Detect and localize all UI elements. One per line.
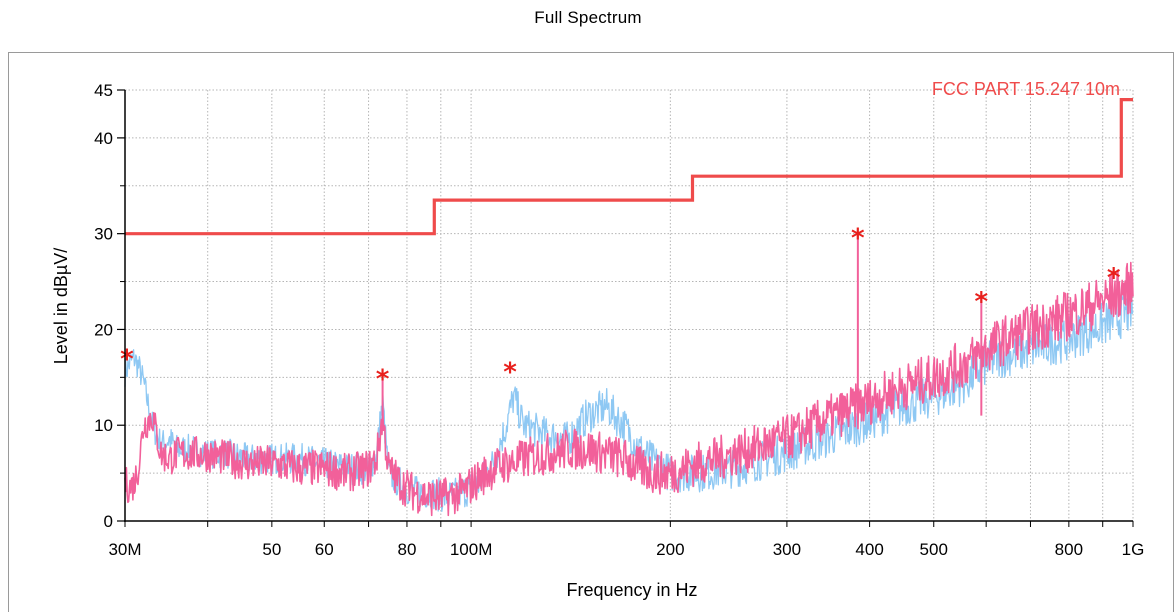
x-tick-label: 60 bbox=[315, 540, 334, 559]
limit-line-layer bbox=[125, 98, 1133, 236]
x-tick-label: 80 bbox=[397, 540, 416, 559]
x-tick-label: 500 bbox=[920, 540, 948, 559]
peak-marker: * bbox=[975, 287, 989, 317]
x-tick-label: 400 bbox=[855, 540, 883, 559]
peak-markers: * * * * * * bbox=[120, 224, 1121, 395]
x-tick-label: 30M bbox=[108, 540, 141, 559]
axes: 0 10 20 30 40 45 30M 50 60 80 100M 200 300 400 500 800 1… bbox=[94, 81, 1144, 559]
peak-marker: * bbox=[376, 364, 390, 394]
limit-line bbox=[125, 98, 1133, 236]
y-tick-label: 10 bbox=[94, 416, 113, 435]
y-tick-label: 0 bbox=[104, 512, 113, 531]
x-tick-label: 300 bbox=[773, 540, 801, 559]
peak-marker: * bbox=[1107, 263, 1121, 293]
x-axis-title: Frequency in Hz bbox=[566, 580, 697, 600]
y-tick-label: 45 bbox=[94, 81, 113, 100]
x-tick-label: 200 bbox=[656, 540, 684, 559]
trace-1 bbox=[124, 288, 1134, 513]
y-tick-label: 40 bbox=[94, 129, 113, 148]
legend-limit-label: FCC PART 15.247 10m bbox=[932, 79, 1120, 99]
plot-frame bbox=[8, 52, 1174, 612]
x-tick-label: 100M bbox=[450, 540, 493, 559]
trace-2 bbox=[124, 261, 1134, 517]
x-tick-label: 800 bbox=[1055, 540, 1083, 559]
peak-marker: * bbox=[120, 344, 134, 374]
y-tick-label: 30 bbox=[94, 225, 113, 244]
peak-marker: * bbox=[503, 358, 517, 388]
x-tick-label: 50 bbox=[262, 540, 281, 559]
chart-title: Full Spectrum bbox=[534, 8, 642, 27]
y-axis-title: Level in dBµV/ bbox=[51, 248, 71, 364]
y-tick-label: 20 bbox=[94, 320, 113, 339]
peak-marker: * bbox=[851, 224, 865, 254]
x-tick-label: 1G bbox=[1122, 540, 1145, 559]
traces bbox=[124, 234, 1134, 517]
